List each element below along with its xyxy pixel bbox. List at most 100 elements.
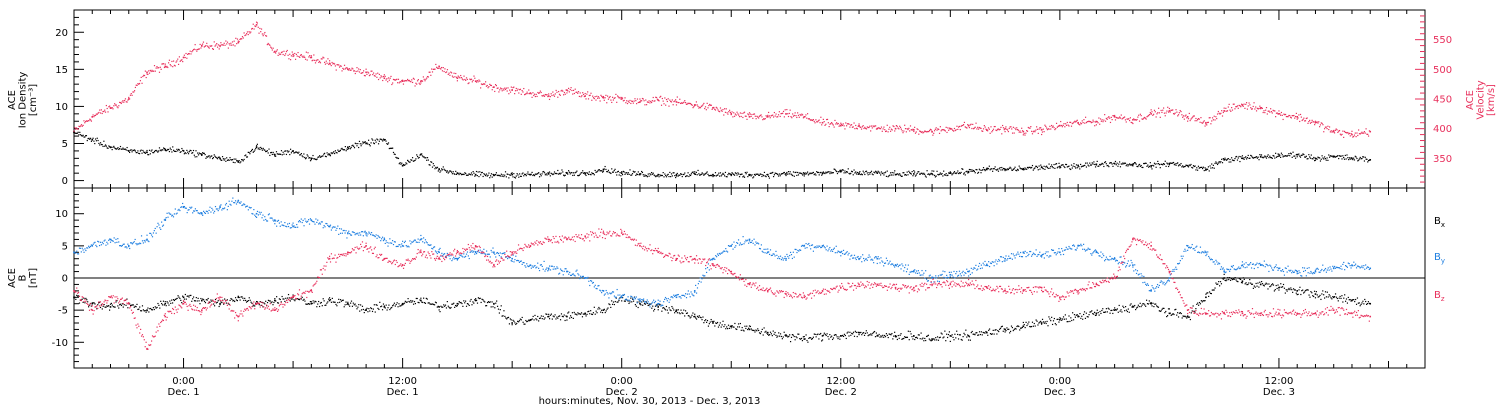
velocity-sample	[1216, 117, 1218, 120]
density-sample	[216, 157, 218, 159]
density-sample	[533, 175, 536, 177]
velocity-sample	[574, 88, 576, 90]
bx-sample	[782, 336, 784, 338]
velocity-sample	[1213, 115, 1215, 117]
velocity-sample	[1068, 125, 1070, 127]
velocity-sample	[657, 99, 659, 101]
density-point	[1004, 168, 1006, 171]
bx-sample	[126, 298, 128, 300]
density-sample	[565, 171, 567, 174]
density-sample	[1289, 152, 1292, 154]
velocity-sample	[1029, 127, 1031, 129]
velocity-sample	[960, 125, 962, 127]
velocity-sample	[341, 70, 343, 72]
density-sample	[304, 156, 306, 159]
velocity-sample	[511, 89, 513, 91]
bx-sample	[195, 296, 197, 299]
velocity-sample	[1365, 128, 1367, 130]
velocity-sample	[397, 78, 400, 80]
bx-sample	[1013, 328, 1015, 331]
velocity-sample	[836, 122, 838, 124]
velocity-sample	[581, 95, 583, 97]
velocity-sample	[457, 75, 459, 77]
density-sample	[1161, 163, 1163, 165]
density-sample	[643, 175, 645, 177]
velocity-sample	[647, 101, 649, 104]
density-sample	[314, 158, 316, 160]
bx-sample	[880, 335, 882, 337]
density-sample	[1144, 162, 1146, 164]
velocity-sample	[719, 107, 722, 109]
bx-sample	[137, 308, 139, 311]
velocity-sample	[660, 95, 662, 97]
density-sample	[289, 148, 292, 150]
density-sample	[1348, 159, 1350, 161]
density-sample	[129, 149, 132, 151]
density-sample	[420, 153, 422, 155]
density-sample	[180, 151, 182, 153]
velocity-tick-label: 350	[1433, 154, 1452, 165]
density-sample	[445, 170, 447, 172]
velocity-sample	[500, 88, 502, 90]
velocity-sample	[309, 55, 311, 57]
density-sample	[1006, 168, 1009, 170]
density-sample	[884, 172, 886, 174]
density-sample	[560, 172, 562, 174]
density-sample	[1358, 159, 1360, 161]
bx-sample	[1065, 318, 1067, 320]
velocity-sample	[904, 124, 906, 126]
density-sample	[593, 174, 595, 176]
density-sample	[185, 152, 187, 155]
density-sample	[873, 171, 875, 173]
density-sample	[265, 150, 267, 153]
density-sample	[910, 173, 912, 175]
velocity-sample	[824, 124, 826, 126]
bx-point	[967, 335, 970, 337]
density-sample	[863, 172, 865, 174]
velocity-sample	[107, 111, 109, 113]
density-sample	[554, 172, 556, 175]
density-sample	[419, 154, 421, 156]
density-sample	[237, 160, 239, 162]
velocity-sample	[1351, 130, 1353, 132]
velocity-sample	[932, 134, 934, 136]
density-sample	[888, 175, 890, 177]
density-sample	[1198, 167, 1200, 169]
velocity-sample	[348, 68, 351, 70]
density-sample	[1314, 160, 1316, 162]
velocity-sample	[988, 128, 990, 130]
velocity-sample	[1231, 109, 1234, 111]
bx-sample	[653, 310, 655, 312]
density-sample	[900, 175, 902, 178]
density-sample	[716, 174, 718, 176]
velocity-sample	[182, 60, 184, 63]
velocity-sample	[520, 93, 522, 95]
bx-sample	[1012, 329, 1014, 332]
velocity-sample	[524, 94, 526, 96]
bx-point	[401, 302, 404, 305]
bx-sample	[1124, 306, 1127, 308]
velocity-sample	[1085, 122, 1088, 124]
velocity-sample	[908, 127, 910, 129]
density-sample	[633, 171, 635, 173]
velocity-sample	[1055, 127, 1057, 130]
velocity-sample	[332, 63, 334, 65]
velocity-sample	[235, 37, 237, 39]
density-sample	[1279, 154, 1281, 156]
density-sample	[1207, 166, 1210, 168]
density-sample	[1318, 157, 1320, 159]
velocity-sample	[711, 108, 713, 110]
bx-sample	[444, 305, 446, 307]
bx-sample	[806, 339, 808, 342]
bx-sample	[585, 315, 587, 317]
bx-sample	[333, 301, 335, 303]
velocity-sample	[499, 87, 502, 89]
velocity-sample	[73, 130, 75, 132]
density-sample	[208, 155, 210, 157]
velocity-sample	[621, 97, 624, 99]
velocity-sample	[626, 102, 629, 105]
bx-sample	[669, 309, 671, 311]
density-sample	[703, 174, 705, 176]
velocity-sample	[404, 79, 406, 82]
density-sample	[158, 147, 161, 149]
